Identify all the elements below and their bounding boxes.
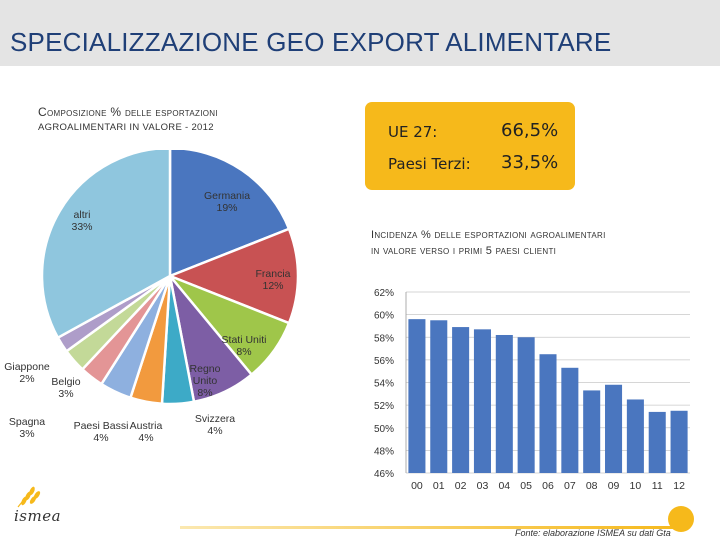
x-tick-label: 10 — [630, 480, 642, 492]
bar-11 — [648, 411, 666, 473]
pie-label-text-giappone: Giappone — [4, 361, 50, 373]
x-tick-label: 11 — [652, 480, 663, 492]
x-tick-label: 01 — [433, 480, 445, 492]
pie-value-svizzera: 4% — [207, 425, 222, 437]
y-tick-label: 60% — [374, 311, 394, 322]
pie-label-text-germania: Germania — [204, 190, 250, 202]
x-tick-label: 02 — [455, 480, 467, 492]
pie-value-regno-unito: 8% — [197, 387, 212, 399]
bar-caption-line-1: Incidenza % delle esportazioni agroalime… — [371, 229, 606, 241]
bar-12 — [670, 410, 688, 473]
x-tick-label: 06 — [542, 480, 554, 492]
pie-slice-francia — [166, 227, 300, 325]
share-row-third-countries: Paesi Terzi: 33,5% — [365, 151, 575, 181]
header-band: SPECIALIZZAZIONE GEO EXPORT ALIMENTARE — [0, 0, 720, 66]
y-tick-label: 52% — [374, 401, 394, 412]
pie-value-austria: 4% — [138, 432, 153, 444]
x-tick-label: 09 — [608, 480, 620, 492]
pie-label-text-belgio: Belgio — [51, 376, 80, 388]
bar-caption-line-2: in valore verso i primi 5 paesi clienti — [371, 245, 557, 257]
y-tick-label: 46% — [374, 469, 394, 480]
share-label-third-countries: Paesi Terzi: — [388, 155, 471, 173]
bar-chart: 46% 48% 50% 52% 54% 56% 58% 60% 62% 00 01 02 03 04 05 0… — [374, 288, 690, 492]
y-tick-label: 58% — [374, 333, 394, 344]
bar-05 — [517, 337, 535, 473]
x-tick-label: 05 — [520, 480, 532, 492]
pie-label-text-stati-uniti: Stati Uniti — [222, 334, 267, 346]
share-label-eu: UE 27: — [388, 123, 438, 141]
logo-text: ismea — [14, 507, 62, 525]
pie-label-text-regno-unito: Regno — [190, 363, 221, 375]
bar-06 — [539, 354, 557, 473]
share-row-eu: UE 27: 66,5% — [365, 119, 575, 149]
pie-value-altri: 33% — [71, 221, 92, 233]
pie-value-spagna: 3% — [19, 428, 34, 440]
page-title: SPECIALIZZAZIONE GEO EXPORT ALIMENTARE — [10, 27, 612, 57]
pie-label-text-regno-unito: Unito — [193, 375, 218, 387]
bar-04 — [495, 334, 513, 473]
pie-value-francia: 12% — [262, 280, 283, 292]
source-note: Fonte: elaborazione ISMEA su dati Gta — [515, 528, 671, 538]
bar-02 — [452, 327, 470, 473]
eu-share-box: UE 27: 66,5% Paesi Terzi: 33,5% — [365, 102, 575, 190]
x-tick-label: 04 — [498, 480, 510, 492]
pie-label-text-svizzera: Svizzera — [195, 413, 235, 425]
pie-slice-germania — [168, 150, 291, 278]
y-tick-label: 48% — [374, 446, 394, 457]
y-tick-label: 50% — [374, 424, 394, 435]
footer-dot — [668, 506, 694, 532]
pie-slice-altri — [40, 150, 172, 340]
pie-label-text-austria: Austria — [130, 420, 163, 432]
pie-value-stati-uniti: 8% — [236, 346, 251, 358]
y-tick-label: 62% — [374, 288, 394, 299]
y-tick-label: 56% — [374, 356, 394, 367]
ismea-logo-icon — [17, 486, 41, 508]
y-tick-label: 54% — [374, 379, 394, 390]
bar-01 — [430, 320, 448, 473]
pie-chart-caption: Composizione % delle esportazioni agroal… — [38, 103, 218, 134]
footer-line — [180, 526, 680, 529]
x-tick-label: 07 — [564, 480, 576, 492]
x-tick-label: 00 — [411, 480, 423, 492]
pie-value-belgio: 3% — [58, 388, 73, 400]
pie-caption-line-1: Composizione % delle esportazioni — [38, 105, 218, 119]
pie-value-germania: 19% — [216, 202, 237, 214]
pie-label-text-spagna: Spagna — [9, 416, 45, 428]
pie-label-text-paesi-bassi: Paesi Bassi — [74, 420, 129, 432]
x-tick-label: 03 — [477, 480, 489, 492]
bar-08 — [583, 390, 601, 473]
bar-00 — [408, 319, 426, 473]
bar-chart-caption: Incidenza % delle esportazioni agroalime… — [371, 226, 606, 257]
bar-07 — [561, 367, 579, 473]
pie-label-text-altri: altri — [74, 209, 91, 221]
share-value-third-countries: 33,5% — [501, 152, 559, 173]
pie-value-paesi-bassi: 4% — [93, 432, 108, 444]
pie-label-text-francia: Francia — [255, 268, 290, 280]
pie-value-giappone: 2% — [19, 373, 34, 385]
share-value-eu: 66,5% — [501, 120, 559, 141]
x-tick-label: 12 — [673, 480, 685, 492]
x-tick-label: 08 — [586, 480, 598, 492]
pie-caption-line-2: agroalimentari in valore - 2012 — [38, 122, 214, 133]
bar-03 — [473, 329, 491, 473]
bar-09 — [605, 384, 623, 473]
bar-10 — [626, 399, 644, 473]
